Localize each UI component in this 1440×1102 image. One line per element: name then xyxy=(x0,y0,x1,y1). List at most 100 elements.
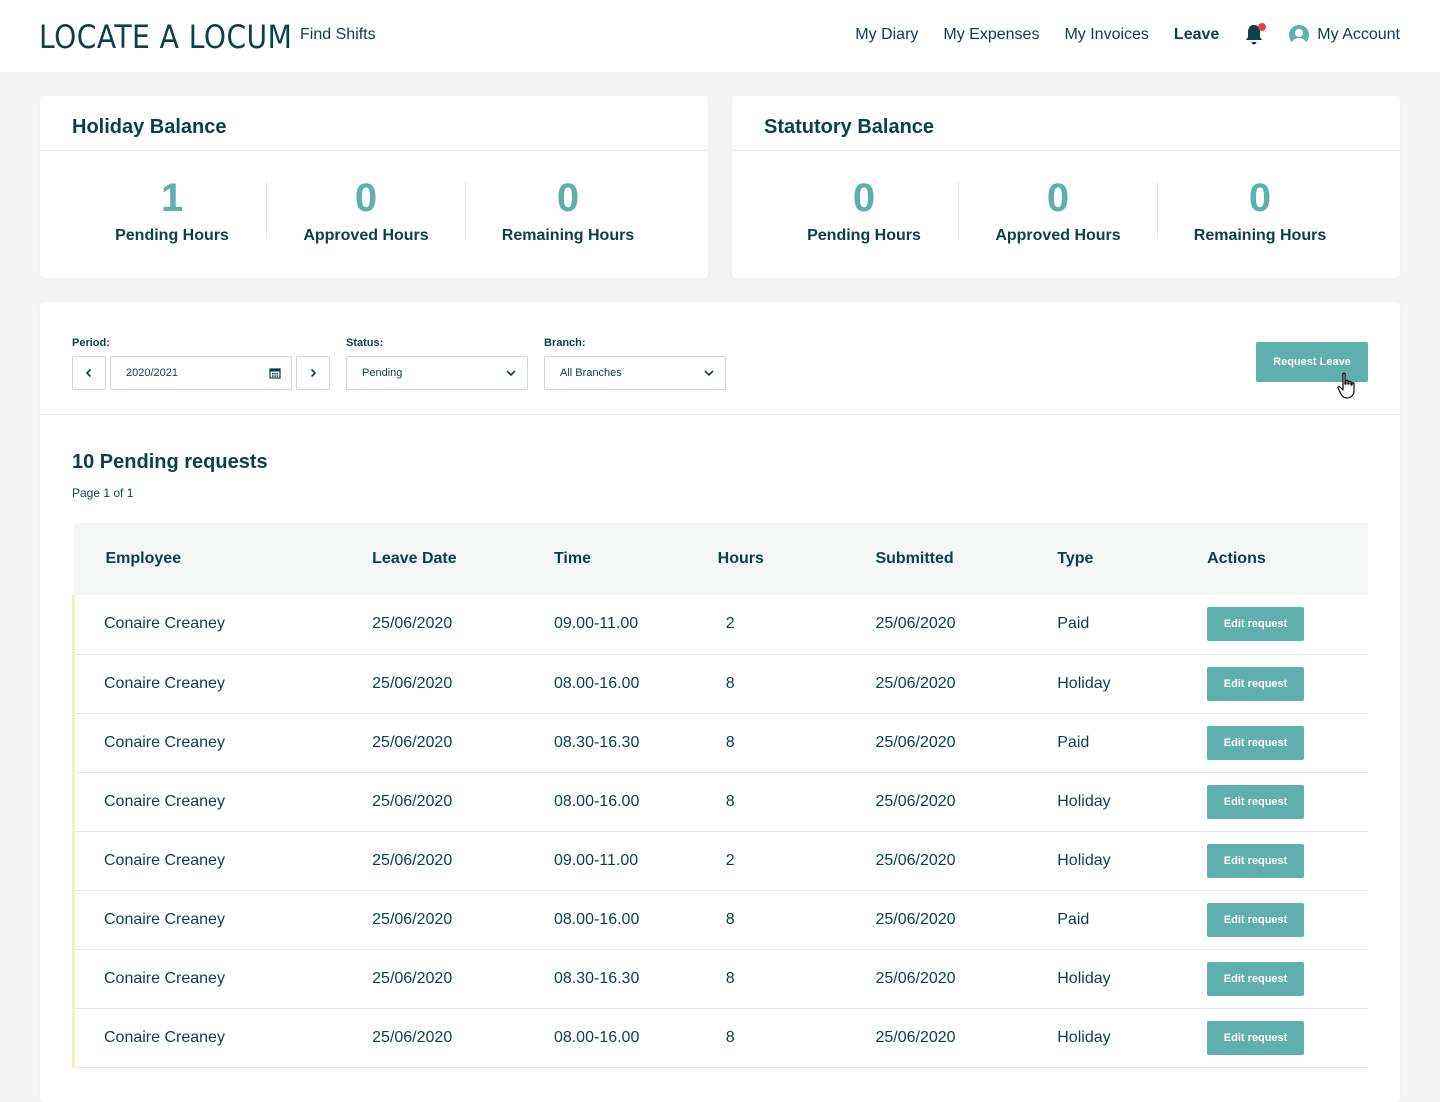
period-prev-button[interactable] xyxy=(72,356,106,390)
edit-request-button[interactable]: Edit request xyxy=(1207,725,1305,760)
request-leave-button[interactable]: Request Leave xyxy=(1256,342,1368,382)
edit-request-button[interactable]: Edit request xyxy=(1207,902,1305,937)
hours-cell: 8 xyxy=(726,890,876,949)
leave-requests-card: Period: 2020/2021 Status: Pending Branch… xyxy=(40,302,1400,1102)
divider xyxy=(1157,182,1158,238)
table-row: Conaire Creaney 25/06/2020 08.00-16.00 8 25/… xyxy=(72,772,1368,831)
period-picker[interactable]: 2020/2021 xyxy=(110,356,292,390)
branch-value: All Branches xyxy=(560,367,622,379)
edit-request-button[interactable]: Edit request xyxy=(1207,784,1305,819)
col-hours[interactable]: Hours xyxy=(717,550,764,567)
hours-value: 8 xyxy=(725,733,735,751)
nav-my-invoices[interactable]: My Invoices xyxy=(1064,26,1149,43)
nav-my-diary[interactable]: My Diary xyxy=(855,26,919,43)
hand-cursor-icon xyxy=(1337,372,1355,399)
top-navbar: LOCATE A LOCUM Find Shifts My Diary My E… xyxy=(0,0,1440,72)
time-cell: 09.00-11.00 xyxy=(553,851,639,869)
col-time[interactable]: Time xyxy=(553,550,591,567)
type-cell: Holiday xyxy=(1057,969,1111,987)
statutory-remaining-stat: 0 Remaining Hours xyxy=(1160,151,1360,245)
requests-count-title: 10 Pending requests xyxy=(72,451,268,473)
status-label: Status: xyxy=(346,337,384,349)
stat-label: Approved Hours xyxy=(995,227,1121,244)
stat-value: 0 xyxy=(556,176,580,220)
submitted-cell: 25/06/2020 xyxy=(875,1028,956,1046)
divider xyxy=(958,182,959,238)
divider xyxy=(465,182,466,238)
actions-cell: Edit request xyxy=(1207,890,1368,949)
leave-requests-table: Employee Leave Date Time Hours Submitted… xyxy=(72,523,1368,1068)
edit-request-button[interactable]: Edit request xyxy=(1207,607,1305,642)
edit-request-button[interactable]: Edit request xyxy=(1207,1020,1305,1055)
col-leave-date[interactable]: Leave Date xyxy=(372,550,457,567)
statutory-stats: 0 Pending Hours 0 Approved Hours 0 Remai… xyxy=(732,151,1400,278)
time-cell: 08.30-16.30 xyxy=(553,733,640,751)
submitted-cell: 25/06/2020 xyxy=(875,615,956,633)
hours-cell: 8 xyxy=(726,772,876,831)
hours-value: 8 xyxy=(725,674,735,692)
stat-label: Pending Hours xyxy=(807,227,921,244)
table-row: Conaire Creaney 25/06/2020 08.00-16.00 8 25/… xyxy=(72,1008,1368,1067)
type-cell: Paid xyxy=(1057,733,1090,751)
time-cell: 08.00-16.00 xyxy=(553,910,640,928)
col-employee[interactable]: Employee xyxy=(105,550,182,567)
branch-label: Branch: xyxy=(544,337,586,349)
notification-dot xyxy=(1258,23,1267,31)
stat-label: Pending Hours xyxy=(115,227,229,244)
period-label: Period: xyxy=(72,337,110,349)
hours-value: 8 xyxy=(725,910,735,928)
period-next-button[interactable] xyxy=(296,356,330,390)
employee-cell: Conaire Creaney xyxy=(72,772,373,831)
col-type[interactable]: Type xyxy=(1057,550,1094,567)
logo[interactable]: LOCATE A LOCUM xyxy=(39,18,293,56)
nav-find-shifts[interactable]: Find Shifts xyxy=(300,26,376,43)
statutory-balance-title: Statutory Balance xyxy=(732,96,1400,151)
hours-cell: 8 xyxy=(726,1008,876,1067)
type-cell: Holiday xyxy=(1057,674,1111,692)
chevron-down-icon xyxy=(704,370,714,377)
hours-cell: 2 xyxy=(726,595,876,654)
type-cell: Holiday xyxy=(1057,1028,1111,1046)
actions-cell: Edit request xyxy=(1207,713,1368,772)
divider xyxy=(266,182,267,238)
actions-cell: Edit request xyxy=(1207,1008,1368,1067)
table-row: Conaire Creaney 25/06/2020 08.00-16.00 8 25/… xyxy=(72,890,1368,949)
leave-date-cell: 25/06/2020 xyxy=(372,615,453,633)
time-cell: 08.00-16.00 xyxy=(553,1028,640,1046)
leave-date-cell: 25/06/2020 xyxy=(372,792,453,810)
hours-value: 8 xyxy=(725,1028,735,1046)
actions-cell: Edit request xyxy=(1207,949,1368,1008)
employee-cell: Conaire Creaney xyxy=(72,949,373,1008)
chevron-down-icon xyxy=(506,370,516,377)
hours-cell: 8 xyxy=(726,713,876,772)
bell-icon[interactable] xyxy=(1244,23,1267,46)
holiday-approved-stat: 0 Approved Hours xyxy=(266,151,466,245)
branch-select[interactable]: All Branches xyxy=(544,356,726,390)
edit-request-button[interactable]: Edit request xyxy=(1207,666,1305,701)
submitted-cell: 25/06/2020 xyxy=(875,910,956,928)
stat-label: Remaining Hours xyxy=(501,227,635,244)
time-cell: 08.00-16.00 xyxy=(553,674,640,692)
submitted-cell: 25/06/2020 xyxy=(875,733,956,751)
time-cell: 08.30-16.30 xyxy=(553,969,640,987)
leave-date-cell: 25/06/2020 xyxy=(372,674,453,692)
hours-cell: 2 xyxy=(726,831,876,890)
status-select[interactable]: Pending xyxy=(346,356,528,390)
submitted-cell: 25/06/2020 xyxy=(875,674,956,692)
period-value: 2020/2021 xyxy=(126,367,178,379)
employee-cell: Conaire Creaney xyxy=(72,595,373,654)
edit-request-button[interactable]: Edit request xyxy=(1207,843,1305,878)
submitted-cell: 25/06/2020 xyxy=(875,969,956,987)
filters-bar: Period: 2020/2021 Status: Pending Branch… xyxy=(40,302,1400,415)
status-value: Pending xyxy=(362,367,403,379)
nav-right: My Diary My Expenses My Invoices Leave M… xyxy=(855,23,1400,46)
stat-label: Remaining Hours xyxy=(1193,227,1327,244)
nav-leave[interactable]: Leave xyxy=(1173,26,1220,43)
col-submitted[interactable]: Submitted xyxy=(875,550,954,567)
account-menu[interactable]: My Account xyxy=(1289,25,1400,45)
hours-cell: 8 xyxy=(726,654,876,713)
page-indicator: Page 1 of 1 xyxy=(72,486,134,500)
submitted-cell: 25/06/2020 xyxy=(875,851,956,869)
edit-request-button[interactable]: Edit request xyxy=(1207,961,1305,996)
nav-my-expenses[interactable]: My Expenses xyxy=(943,26,1040,43)
